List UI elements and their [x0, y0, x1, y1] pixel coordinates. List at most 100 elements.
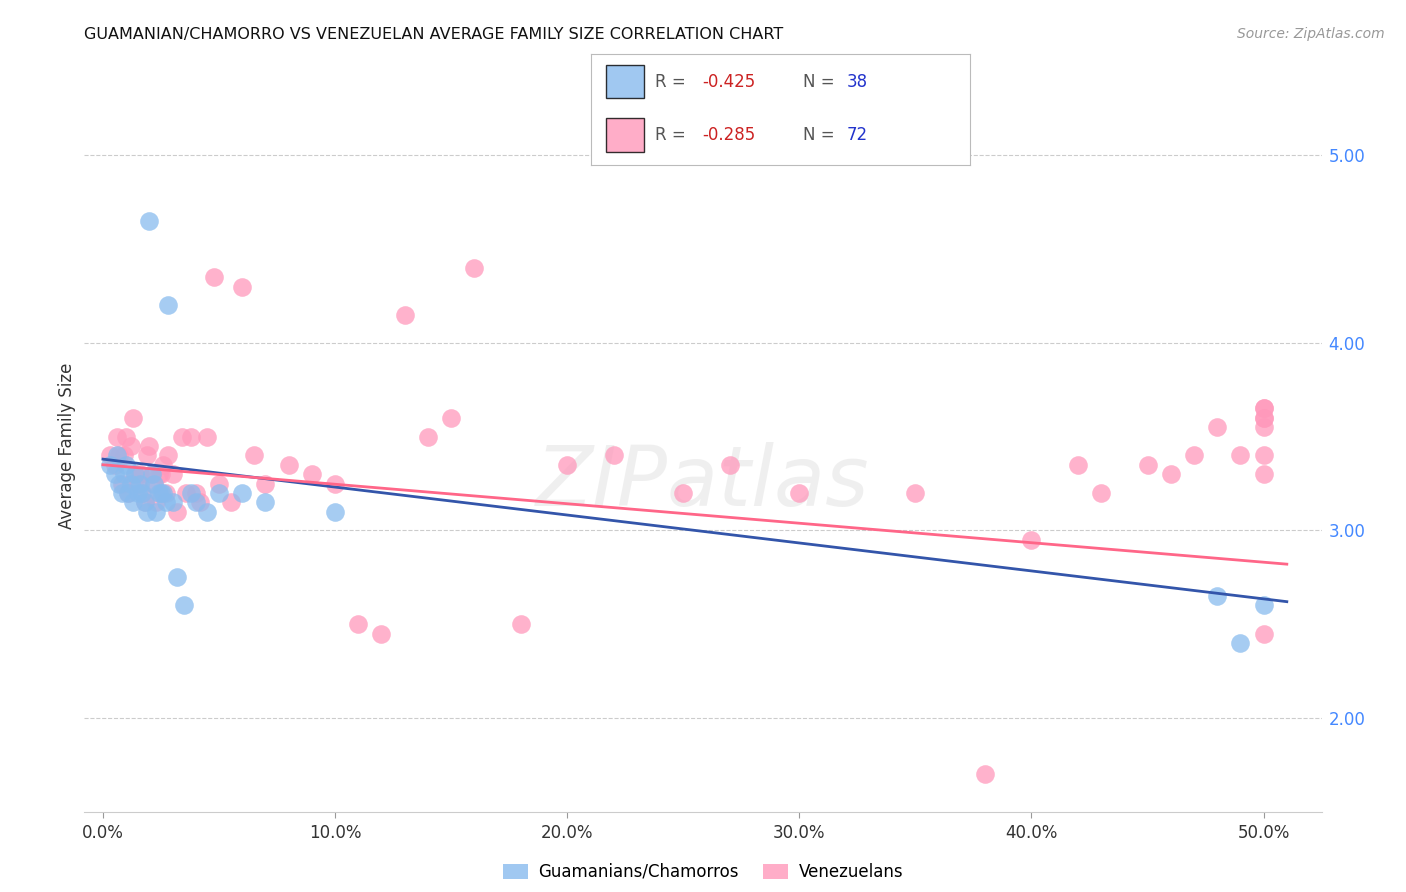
Point: [1253, 401, 1275, 416]
Point: [138, 214, 160, 228]
Point: [1253, 401, 1275, 416]
Point: [120, 439, 142, 453]
Point: [440, 410, 463, 425]
Point: [231, 486, 253, 500]
Y-axis label: Average Family Size: Average Family Size: [58, 363, 76, 529]
Point: [149, 467, 172, 482]
Point: [176, 486, 198, 500]
Point: [231, 279, 253, 293]
Point: [1206, 420, 1229, 434]
Point: [208, 486, 231, 500]
FancyBboxPatch shape: [606, 65, 644, 98]
Point: [1229, 449, 1251, 463]
Point: [110, 486, 132, 500]
Point: [120, 476, 142, 491]
Text: R =: R =: [655, 126, 692, 144]
Point: [124, 467, 146, 482]
Point: [156, 298, 179, 312]
Text: ZIPatlas: ZIPatlas: [536, 442, 870, 523]
Point: [254, 476, 277, 491]
Point: [219, 495, 242, 509]
Point: [1253, 467, 1275, 482]
Point: [1067, 458, 1090, 472]
Point: [243, 449, 266, 463]
Point: [134, 495, 156, 509]
Point: [131, 486, 153, 500]
Point: [1253, 449, 1275, 463]
Point: [347, 617, 370, 632]
Text: R =: R =: [655, 73, 692, 91]
Point: [127, 486, 149, 500]
Legend: Guamanians/Chamorros, Venezuelans: Guamanians/Chamorros, Venezuelans: [496, 856, 910, 888]
Point: [127, 476, 149, 491]
Point: [148, 467, 170, 482]
Point: [1021, 533, 1043, 547]
Point: [1229, 636, 1251, 650]
Point: [155, 486, 177, 500]
Point: [1182, 449, 1205, 463]
Point: [166, 505, 188, 519]
Point: [145, 505, 167, 519]
Point: [152, 486, 174, 500]
Point: [323, 476, 346, 491]
Point: [138, 439, 160, 453]
Point: [141, 467, 163, 482]
Text: 38: 38: [846, 73, 868, 91]
Point: [602, 449, 624, 463]
Point: [122, 410, 145, 425]
Point: [108, 476, 131, 491]
Point: [789, 486, 811, 500]
Point: [1090, 486, 1112, 500]
Point: [180, 486, 202, 500]
Point: [117, 486, 139, 500]
FancyBboxPatch shape: [606, 119, 644, 152]
Point: [184, 486, 207, 500]
Point: [1253, 599, 1275, 613]
Point: [103, 467, 125, 482]
Text: 72: 72: [846, 126, 868, 144]
Point: [323, 505, 346, 519]
Point: [143, 476, 166, 491]
Point: [162, 467, 184, 482]
Point: [1160, 467, 1182, 482]
Point: [143, 476, 166, 491]
Point: [98, 458, 121, 472]
Point: [1253, 626, 1275, 640]
Point: [98, 449, 121, 463]
Point: [718, 458, 741, 472]
Point: [152, 458, 174, 472]
Point: [105, 449, 128, 463]
Point: [1136, 458, 1159, 472]
Point: [115, 458, 138, 472]
Point: [149, 486, 172, 500]
Point: [112, 449, 135, 463]
Point: [141, 467, 163, 482]
Point: [416, 429, 439, 443]
Point: [112, 467, 135, 482]
Point: [155, 495, 177, 509]
Point: [1253, 410, 1275, 425]
Point: [1253, 420, 1275, 434]
Text: GUAMANIAN/CHAMORRO VS VENEZUELAN AVERAGE FAMILY SIZE CORRELATION CHART: GUAMANIAN/CHAMORRO VS VENEZUELAN AVERAGE…: [84, 27, 783, 42]
Text: Source: ZipAtlas.com: Source: ZipAtlas.com: [1237, 27, 1385, 41]
Point: [129, 476, 152, 491]
Point: [974, 767, 997, 781]
Point: [156, 449, 179, 463]
Point: [197, 429, 219, 443]
Text: N =: N =: [803, 73, 839, 91]
Point: [145, 495, 167, 509]
Point: [173, 599, 195, 613]
Text: -0.285: -0.285: [703, 126, 756, 144]
Point: [131, 486, 153, 500]
Point: [1253, 410, 1275, 425]
Point: [190, 495, 212, 509]
Point: [301, 467, 323, 482]
Point: [197, 505, 219, 519]
Text: N =: N =: [803, 126, 839, 144]
Point: [202, 270, 225, 285]
Point: [136, 505, 159, 519]
Point: [115, 429, 138, 443]
Point: [117, 486, 139, 500]
Point: [180, 429, 202, 443]
Point: [555, 458, 578, 472]
